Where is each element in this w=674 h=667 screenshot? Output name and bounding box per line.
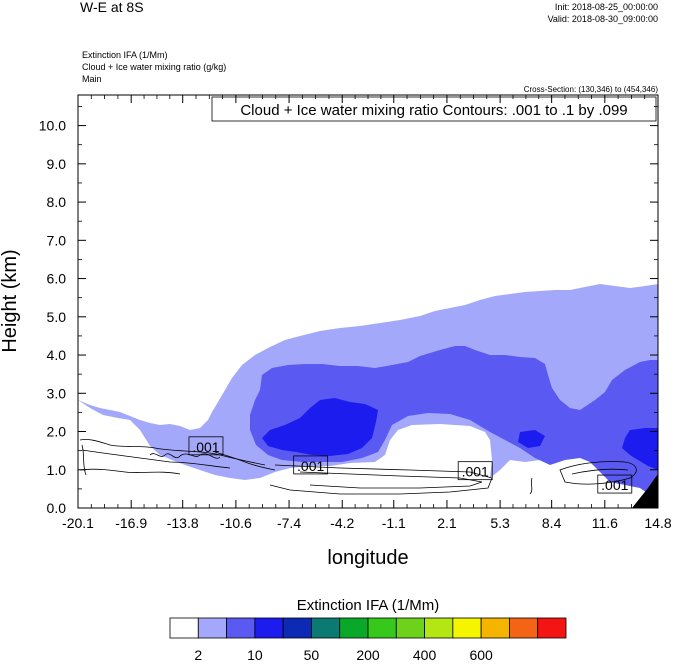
legend-label: 2 xyxy=(194,647,202,663)
contour-label-box xyxy=(293,455,329,475)
y-tick-label: 9.0 xyxy=(47,156,67,172)
legend-swatch xyxy=(169,617,199,639)
legend-swatch xyxy=(480,617,510,639)
contour-label: .001 xyxy=(192,439,219,455)
y-tick-label: 1.0 xyxy=(47,462,67,478)
x-tick-label: 2.1 xyxy=(437,515,457,531)
x-tick-label: 14.8 xyxy=(644,515,671,531)
contour-label: .001 xyxy=(601,477,628,493)
legend-swatch xyxy=(339,617,369,639)
contour-label-box xyxy=(597,474,633,494)
contour-line xyxy=(214,451,276,471)
contour-info-box xyxy=(211,96,657,122)
init-time: Init: 2018-08-25_00:00:00 xyxy=(555,2,658,12)
x-tick-label: -20.1 xyxy=(62,515,94,531)
contour-line xyxy=(79,468,181,475)
legend-title: Extinction IFA (1/Mm) xyxy=(297,597,440,614)
x-tick-label: 11.6 xyxy=(592,515,618,531)
legend-swatch xyxy=(509,617,539,639)
contour-label-box xyxy=(188,436,224,456)
contour-line xyxy=(571,468,629,475)
x-tick-label: 5.3 xyxy=(490,515,510,531)
field-label-extinction: Extinction IFA (1/Mm) xyxy=(82,50,168,60)
legend-label: 10 xyxy=(247,647,263,663)
y-tick-label: 8.0 xyxy=(47,194,67,210)
legend-label: 50 xyxy=(304,647,320,663)
extinction-level-10-region-small xyxy=(518,430,545,448)
contour-info-text: Cloud + Ice water mixing ratio Contours:… xyxy=(240,102,627,119)
legend-swatch xyxy=(197,617,227,639)
extinction-level-5-region xyxy=(250,346,658,505)
contour-label-box xyxy=(457,461,493,481)
y-tick-label: 4.0 xyxy=(47,347,67,363)
contour-line xyxy=(559,461,637,485)
contour-line xyxy=(81,449,231,469)
legend-swatch xyxy=(254,617,284,639)
legend-label: 600 xyxy=(469,647,493,663)
legend-swatch xyxy=(395,617,425,639)
legend-swatch xyxy=(424,617,454,639)
legend-label: 400 xyxy=(413,647,437,663)
x-tick-label: -16.9 xyxy=(115,515,147,531)
x-tick-label: -7.4 xyxy=(277,515,301,531)
contour-line xyxy=(149,453,221,459)
legend-swatches xyxy=(169,617,567,639)
chart-title: W-E at 8S xyxy=(80,0,144,15)
y-tick-label: 7.0 xyxy=(47,232,67,248)
valid-time: Valid: 2018-08-30_09:00:00 xyxy=(548,14,658,24)
color-legend: Extinction IFA (1/Mm) 2 10 50 200 400 600 xyxy=(169,597,567,663)
x-tick-label: -1.1 xyxy=(382,515,406,531)
legend-swatch xyxy=(311,617,341,639)
x-tick-label: 8.4 xyxy=(542,515,562,531)
y-tick-label: 0.0 xyxy=(47,500,67,516)
x-tick-label: -10.6 xyxy=(220,515,252,531)
extinction-level-10-region-east xyxy=(622,428,658,470)
clear-air-region-inner xyxy=(340,430,485,508)
legend-swatch xyxy=(282,617,312,639)
y-tick-label: 10.0 xyxy=(39,118,66,134)
y-tick-label: 5.0 xyxy=(47,309,67,325)
contour-label: .001 xyxy=(297,458,324,474)
cross-section-label: Cross-Section: (130,346) to (454,346) xyxy=(524,85,659,94)
y-tick-label: 3.0 xyxy=(47,385,67,401)
field-label-mixing-ratio: Cloud + Ice water mixing ratio (g/kg) xyxy=(82,62,226,72)
legend-swatch xyxy=(367,617,397,639)
legend-swatch xyxy=(452,617,482,639)
legend-swatch xyxy=(537,617,567,639)
contour-line xyxy=(269,464,493,495)
contour-line xyxy=(529,477,533,495)
extinction-level-10-region xyxy=(262,398,378,456)
y-tick-label: 2.0 xyxy=(47,424,67,440)
contour-labels: .001 .001 .001 .001 xyxy=(188,436,633,494)
legend-label: 200 xyxy=(356,647,380,663)
y-axis: 0.0 1.0 2.0 3.0 4.0 5.0 6.0 7.0 8.0 9.0 10.0 xyxy=(39,106,658,516)
terrain-region xyxy=(632,474,658,508)
x-axis: -20.1 -16.9 -13.8 -10.6 -7.4 -4.2 -1.1 2.1 5.3 8.… xyxy=(62,95,672,531)
y-axis-label: Height (km) xyxy=(0,249,21,352)
contour-label: .001 xyxy=(462,464,489,480)
contour-line xyxy=(299,471,483,489)
plot-area: .001 .001 .001 .001 Cloud + Ice water mixin… xyxy=(77,94,659,509)
x-tick-label: -13.8 xyxy=(167,515,199,531)
legend-labels: 2 10 50 200 400 600 xyxy=(194,647,493,663)
x-tick-label: -4.2 xyxy=(330,515,354,531)
y-tick-label: 6.0 xyxy=(47,271,67,287)
legend-swatch xyxy=(226,617,256,639)
contour-line xyxy=(81,444,87,476)
field-label-main: Main xyxy=(82,74,102,84)
clear-air-region xyxy=(78,440,265,508)
x-axis-label: longitude xyxy=(327,547,408,569)
mixing-ratio-contours xyxy=(79,439,637,495)
